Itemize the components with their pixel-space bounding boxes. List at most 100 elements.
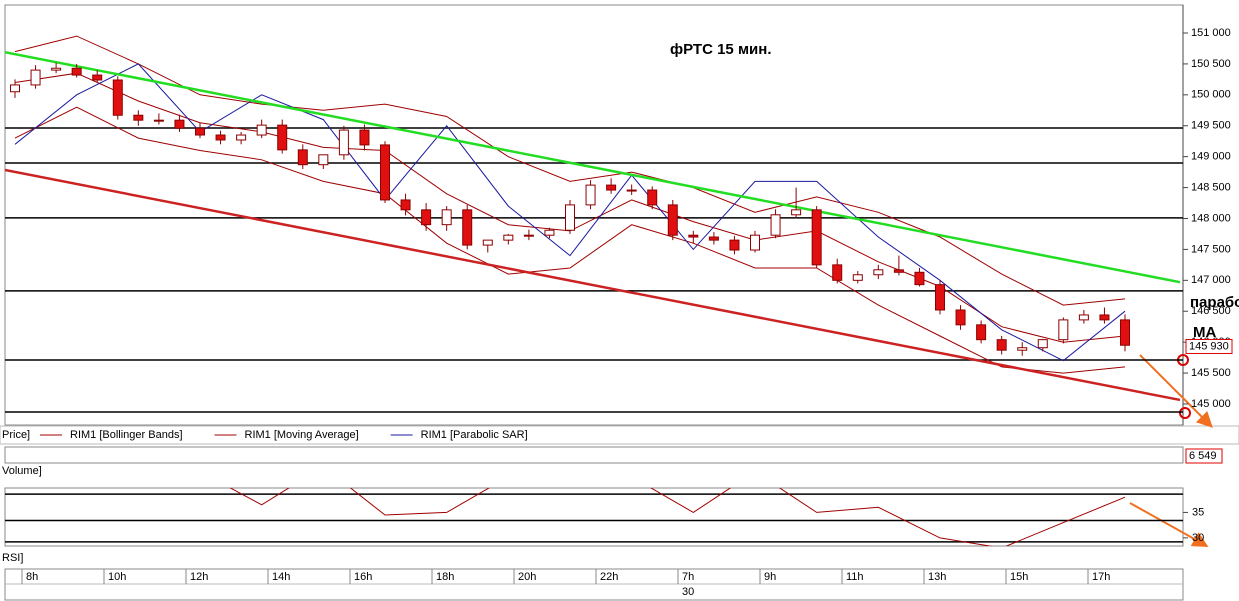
y-tick-label: 150 000 bbox=[1191, 89, 1231, 101]
time-label: 18h bbox=[436, 571, 454, 583]
candle-body bbox=[976, 324, 987, 341]
candle-body bbox=[153, 119, 164, 122]
candle-body bbox=[92, 74, 103, 81]
candle-body bbox=[112, 79, 123, 116]
time-label: 12h bbox=[190, 571, 208, 583]
time-label: 7h bbox=[682, 571, 694, 583]
time-label: 22h bbox=[600, 571, 618, 583]
candle-body bbox=[30, 69, 41, 86]
y-tick-label: 145 500 bbox=[1191, 367, 1231, 379]
candle-body bbox=[51, 67, 62, 71]
y-tick-label: 147 000 bbox=[1191, 274, 1231, 286]
candle-body bbox=[750, 234, 760, 251]
candle-body bbox=[914, 271, 925, 286]
annotation: MA bbox=[1193, 324, 1216, 341]
candle-body bbox=[585, 184, 596, 206]
y-tick-label: 151 000 bbox=[1191, 27, 1231, 39]
candle-body bbox=[1017, 347, 1028, 351]
y-tick-label: 148 000 bbox=[1191, 212, 1231, 224]
candle-body bbox=[482, 239, 493, 246]
candle-body bbox=[133, 114, 144, 121]
trendline bbox=[5, 168, 1181, 402]
time-label: 8h bbox=[26, 571, 38, 583]
candle-body bbox=[791, 209, 802, 216]
annotation: параболик bbox=[1190, 294, 1239, 311]
y-tick-label: 146 500 bbox=[1191, 305, 1231, 317]
candle-body bbox=[873, 269, 884, 276]
candle-body bbox=[277, 124, 288, 151]
time-label: 13h bbox=[928, 571, 946, 583]
candle-body bbox=[626, 189, 637, 192]
candle-body bbox=[565, 204, 575, 231]
candle-body bbox=[318, 154, 329, 166]
trendline bbox=[5, 50, 1181, 284]
candle-body bbox=[1078, 314, 1089, 321]
candle-body bbox=[462, 209, 473, 246]
rsi-line bbox=[229, 488, 1126, 546]
last-price-label: 145 930 bbox=[1189, 340, 1229, 352]
candle-body bbox=[1058, 319, 1069, 341]
candle-body bbox=[195, 127, 205, 136]
candle-body bbox=[380, 144, 390, 201]
volume-last-box bbox=[1185, 448, 1223, 464]
candle-body bbox=[688, 234, 699, 238]
candle-body bbox=[729, 239, 740, 251]
arrow bbox=[1139, 354, 1213, 428]
rsi-panel bbox=[4, 487, 1184, 547]
y-tick-label: 148 500 bbox=[1191, 181, 1231, 193]
candle-body bbox=[955, 309, 966, 326]
panel-label: Price] bbox=[2, 429, 30, 441]
candle-body bbox=[338, 129, 349, 156]
price-plot bbox=[5, 35, 1183, 413]
candle-body bbox=[893, 269, 904, 273]
last-price-box bbox=[1185, 338, 1233, 354]
candle-body bbox=[647, 189, 658, 206]
marker-circle bbox=[1179, 407, 1191, 419]
candle-body bbox=[441, 209, 452, 226]
chart-title: фРТС 15 мин. bbox=[670, 41, 772, 58]
candle-body bbox=[1120, 319, 1130, 346]
candle-body bbox=[852, 274, 863, 281]
y-tick-label: 145 000 bbox=[1191, 398, 1231, 410]
time-label: 9h bbox=[764, 571, 776, 583]
candle-body bbox=[503, 234, 514, 241]
candle-body bbox=[236, 134, 247, 141]
time-label: 16h bbox=[354, 571, 372, 583]
candle-body bbox=[523, 234, 534, 237]
candle-body bbox=[400, 199, 411, 211]
time-label: 14h bbox=[272, 571, 290, 583]
candle-body bbox=[421, 209, 432, 226]
candle-body bbox=[708, 236, 719, 241]
candle-body bbox=[606, 184, 617, 191]
y-tick-label: 35 bbox=[1192, 506, 1204, 518]
time-label: 10h bbox=[108, 571, 126, 583]
panel-label: Volume] bbox=[2, 465, 42, 477]
candle-body bbox=[71, 67, 82, 76]
legend-label: RIM1 [Moving Average] bbox=[245, 429, 359, 441]
candle-body bbox=[811, 209, 822, 266]
candle-body bbox=[996, 339, 1007, 351]
legend-label: RIM1 [Bollinger Bands] bbox=[70, 429, 183, 441]
candle-body bbox=[359, 129, 370, 146]
candle-body bbox=[256, 124, 267, 136]
y-tick-label: 147 500 bbox=[1191, 243, 1231, 255]
candle-body bbox=[544, 229, 555, 236]
candle-body bbox=[770, 214, 781, 236]
time-label: 11h bbox=[846, 571, 864, 583]
legend-row bbox=[0, 425, 1239, 445]
candle-body bbox=[1099, 314, 1110, 321]
day-label: 30 bbox=[682, 586, 694, 598]
price-panel bbox=[4, 4, 1184, 426]
candle-body bbox=[1037, 339, 1048, 349]
candle-body bbox=[297, 149, 308, 166]
indicator-line bbox=[14, 35, 1126, 306]
time-label: 17h bbox=[1092, 571, 1110, 583]
candle-body bbox=[935, 284, 945, 311]
arrow bbox=[1129, 502, 1209, 547]
candle-body bbox=[10, 84, 20, 93]
panel-label: RSI] bbox=[2, 552, 23, 564]
volume-last-label: 6 549 bbox=[1189, 450, 1217, 462]
y-tick-label: 149 500 bbox=[1191, 120, 1231, 132]
indicator-line bbox=[14, 106, 1126, 374]
